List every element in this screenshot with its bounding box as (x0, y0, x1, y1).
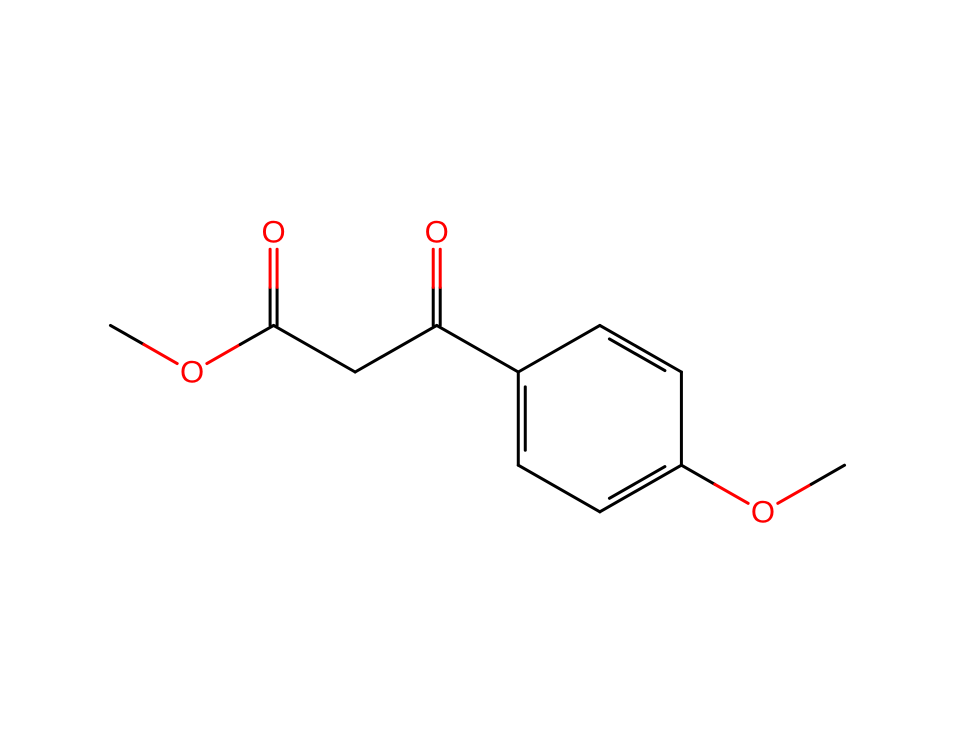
o-atom-label: O (751, 494, 775, 529)
molecule-canvas: O O O O (0, 0, 955, 744)
o-atom-label: O (180, 355, 204, 390)
o-atom-label: O (262, 215, 286, 250)
o-atom-label: O (425, 215, 449, 250)
molecule-svg: O O O O (0, 0, 955, 744)
